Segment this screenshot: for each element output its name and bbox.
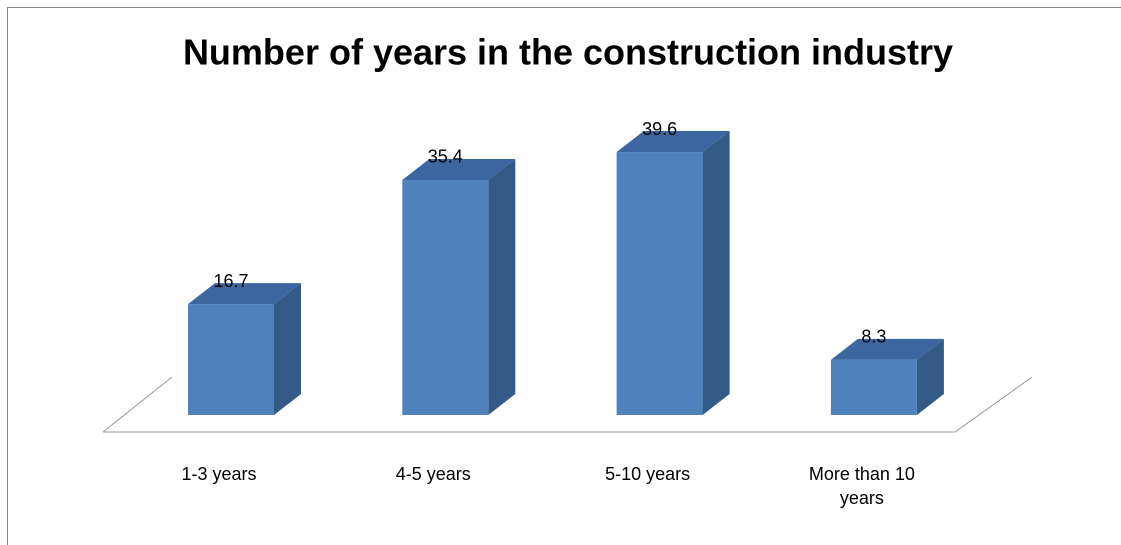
value-label: 39.6 (642, 119, 677, 139)
bar-side (488, 158, 516, 415)
bar-side (702, 131, 730, 415)
bar-top (402, 158, 516, 180)
bar (830, 359, 917, 415)
value-label: 35.4 (428, 147, 463, 167)
value-label: 8.3 (861, 327, 886, 347)
bar-side (274, 283, 301, 415)
bar-top (188, 283, 301, 305)
x-tick-label: 5-10 years (605, 464, 691, 484)
bar (616, 152, 703, 415)
bar (402, 179, 489, 415)
x-tick-label: 4-5 years (395, 464, 471, 484)
bar (188, 304, 274, 415)
frame (7, 7, 1121, 545)
bar-top (830, 338, 944, 360)
floor (102, 376, 1033, 433)
x-tick-label: More than 10 years (808, 464, 915, 508)
bar-top (616, 131, 730, 153)
x-tick-label: 1-3 years (181, 464, 257, 484)
bar-side (916, 338, 944, 415)
chart-title: Number of years in the construction indu… (183, 32, 953, 73)
value-label: 16.7 (213, 271, 248, 291)
